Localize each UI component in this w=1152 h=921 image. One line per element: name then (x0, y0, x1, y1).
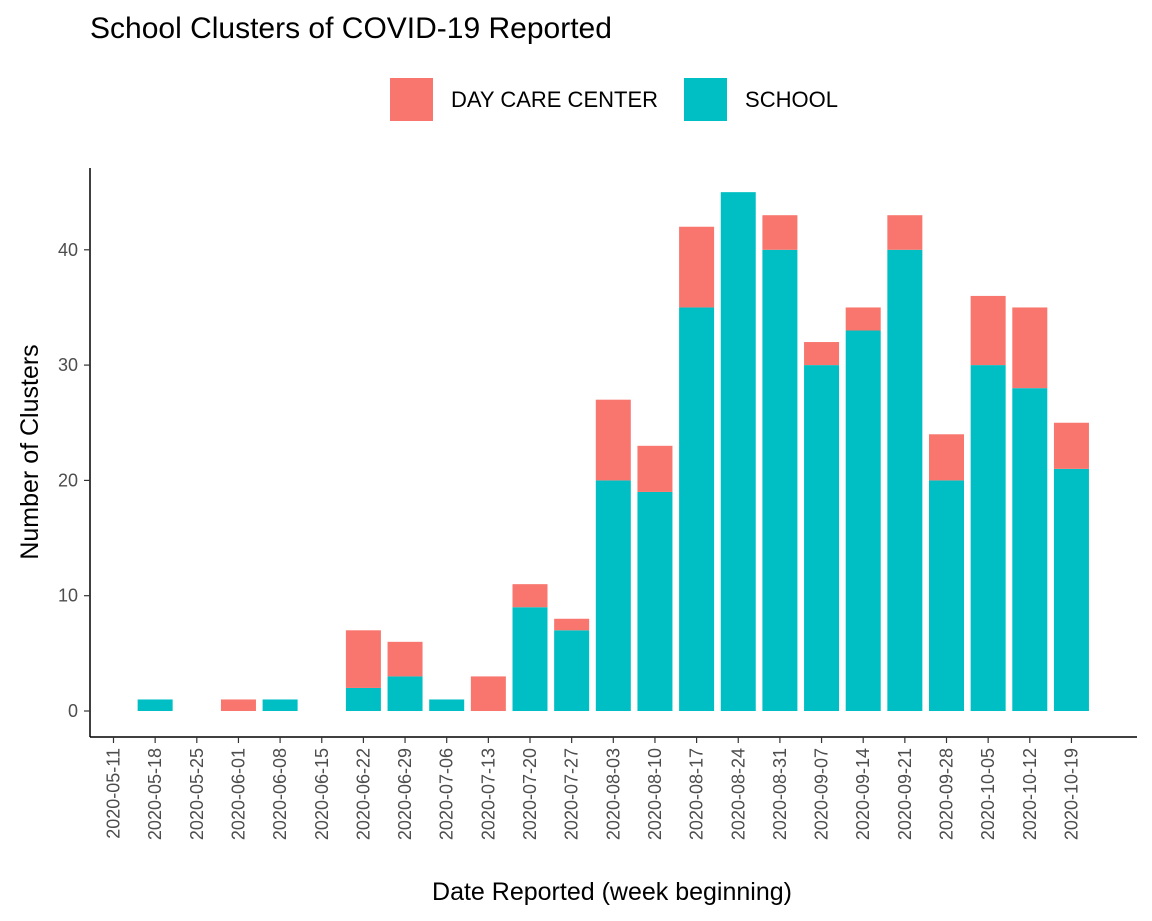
bar-school-2020-08-17 (679, 307, 715, 711)
x-tick-label-2020-05-25: 2020-05-25 (187, 748, 207, 840)
y-tick-label-30: 30 (58, 355, 78, 375)
bar-school-2020-09-07 (804, 365, 840, 711)
bar-day-care-center-2020-08-03 (595, 399, 631, 481)
x-tick-label-2020-06-08: 2020-06-08 (270, 748, 290, 840)
bar-school-2020-10-12 (1012, 388, 1048, 711)
bar-school-2020-07-06 (429, 699, 465, 711)
bar-school-2020-08-10 (637, 491, 673, 711)
x-tick-label-2020-09-21: 2020-09-21 (895, 748, 915, 840)
x-tick-label-2020-07-20: 2020-07-20 (520, 748, 540, 840)
y-tick-label-40: 40 (58, 240, 78, 260)
bar-day-care-center-2020-09-07 (804, 342, 840, 366)
bar-day-care-center-2020-06-29 (387, 641, 423, 677)
y-axis-title: Number of Clusters (16, 344, 44, 559)
bar-school-2020-09-28 (929, 480, 964, 711)
bar-day-care-center-2020-08-17 (679, 226, 715, 308)
legend-label-school: SCHOOL (745, 86, 838, 112)
x-tick-label-2020-05-11: 2020-05-11 (104, 748, 124, 839)
bar-day-care-center-2020-06-01 (220, 699, 256, 711)
legend: DAY CARE CENTER SCHOOL (390, 78, 864, 121)
chart-title: School Clusters of COVID-19 Reported (90, 12, 612, 45)
x-tick-label-2020-07-13: 2020-07-13 (478, 748, 498, 840)
bar-day-care-center-2020-10-19 (1053, 422, 1089, 469)
bar-day-care-center-2020-09-14 (845, 307, 881, 331)
bar-day-care-center-2020-09-21 (887, 215, 923, 250)
bar-school-2020-06-22 (345, 687, 381, 711)
bar-school-2020-07-20 (512, 607, 548, 711)
legend-label-day-care-center: DAY CARE CENTER (451, 86, 659, 112)
x-tick-label-2020-08-03: 2020-08-03 (603, 748, 623, 840)
x-tick-label-2020-07-27: 2020-07-27 (562, 748, 582, 840)
x-tick-label-2020-09-07: 2020-09-07 (812, 748, 832, 840)
bar-school-2020-08-03 (595, 480, 631, 711)
x-tick-label-2020-10-12: 2020-10-12 (1020, 748, 1040, 840)
bar-school-2020-06-08 (262, 699, 298, 711)
y-tick-label-0: 0 (68, 701, 78, 721)
x-tick-label-2020-06-01: 2020-06-01 (228, 748, 248, 840)
axes-layer: 0 10 20 30 40 2020-05-11 2020-05-18 2020-05-25 2… (58, 168, 1137, 840)
x-axis-title: Date Reported (week beginning) (432, 878, 792, 906)
y-tick-label-10: 10 (58, 586, 78, 606)
legend-swatch-day-care-center (390, 78, 433, 121)
x-tick-label-2020-06-22: 2020-06-22 (353, 748, 373, 840)
x-tick-label-2020-10-19: 2020-10-19 (1061, 748, 1081, 840)
bar-day-care-center-2020-06-22 (345, 630, 381, 688)
bar-school-2020-10-05 (970, 365, 1006, 711)
bar-day-care-center-2020-09-28 (929, 434, 964, 481)
bar-school-2020-06-29 (387, 676, 423, 711)
bar-school-2020-07-27 (554, 630, 590, 711)
x-tick-label-2020-10-05: 2020-10-05 (978, 748, 998, 840)
bar-day-care-center-2020-07-13 (470, 676, 506, 711)
x-tick-label-2020-08-17: 2020-08-17 (687, 748, 707, 840)
x-tick-label-2020-08-31: 2020-08-31 (770, 748, 790, 840)
legend-item-school: SCHOOL (684, 78, 838, 121)
bar-school-2020-08-24 (720, 192, 756, 711)
bar-day-care-center-2020-07-27 (554, 618, 590, 631)
x-tick-label-2020-08-10: 2020-08-10 (645, 748, 665, 840)
legend-item-day-care-center: DAY CARE CENTER (390, 78, 658, 121)
bar-school-2020-10-19 (1053, 468, 1089, 711)
bar-school-2020-05-18 (137, 699, 173, 711)
bars-layer (137, 192, 1089, 712)
bar-day-care-center-2020-10-12 (1012, 307, 1048, 389)
x-tick-label-2020-08-24: 2020-08-24 (728, 748, 748, 840)
bar-day-care-center-2020-10-05 (970, 295, 1006, 366)
x-tick-label-2020-05-18: 2020-05-18 (145, 748, 165, 840)
bar-day-care-center-2020-07-20 (512, 584, 548, 608)
x-tick-label-2020-09-28: 2020-09-28 (937, 748, 957, 840)
x-tick-label-2020-07-06: 2020-07-06 (437, 748, 457, 840)
bar-school-2020-08-31 (762, 249, 798, 712)
x-tick-label-2020-09-14: 2020-09-14 (853, 748, 873, 840)
bar-day-care-center-2020-08-10 (637, 445, 673, 492)
bar-school-2020-09-14 (845, 330, 881, 711)
legend-swatch-school (684, 78, 728, 121)
y-tick-label-20: 20 (58, 470, 78, 490)
x-tick-label-2020-06-15: 2020-06-15 (312, 748, 332, 840)
bar-day-care-center-2020-08-31 (762, 215, 798, 250)
x-tick-label-2020-06-29: 2020-06-29 (395, 748, 415, 840)
bar-school-2020-09-21 (887, 249, 923, 712)
